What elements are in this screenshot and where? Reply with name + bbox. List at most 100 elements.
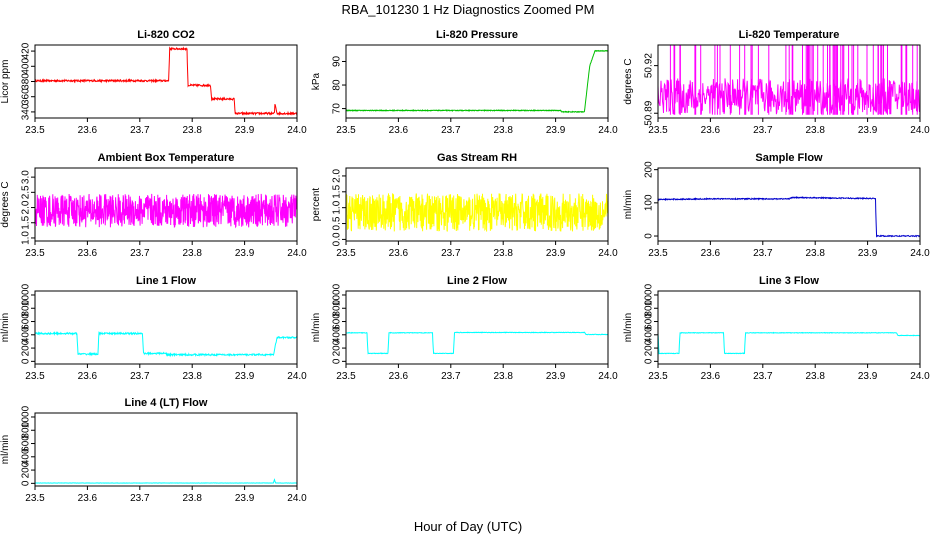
line-4-lt-flow-xtick-label: 23.6 (78, 493, 98, 504)
line-2-flow-frame (345, 290, 609, 365)
line-1-flow-ylabel: ml/min (0, 313, 11, 342)
li-820-pressure-series-line (346, 49, 608, 114)
line-2-flow-ytick-label: 600 (332, 313, 343, 330)
line-4-lt-flow-frame (34, 412, 298, 487)
li-820-temperature-series-line (658, 45, 920, 116)
li-820-pressure-xtick-label: 24.0 (598, 125, 618, 136)
gas-stream-rh-xtick-label: 23.6 (389, 248, 409, 259)
sample-flow-ylabel: ml/min (623, 190, 634, 219)
line-4-lt-flow-series-line (35, 478, 297, 484)
line-2-flow-ylabel: ml/min (311, 313, 322, 342)
sample-flow-xtick-label: 23.6 (701, 248, 721, 259)
li-820-co2-ytick-label: 340 (21, 103, 32, 120)
line-1-flow-xtick-label: 24.0 (287, 371, 307, 382)
line-4-lt-flow-xtick-label: 23.8 (182, 493, 202, 504)
ambient-box-temperature-xtick-label: 23.5 (25, 248, 45, 259)
line-2-flow-xtick-label: 23.5 (336, 371, 356, 382)
ambient-box-temperature-ytick-label: 1.5 (21, 215, 32, 229)
gas-stream-rh-series-line (346, 193, 608, 232)
li-820-pressure-ytick-label: 80 (332, 79, 343, 91)
li-820-temperature-xtick-label: 23.9 (858, 125, 878, 136)
line-3-flow-ytick-label: 400 (644, 326, 655, 343)
line-4-lt-flow-xtick-label: 23.9 (235, 493, 255, 504)
line-3-flow-ytick-label: 600 (644, 313, 655, 330)
sample-flow-xtick-label: 23.9 (858, 248, 878, 259)
ambient-box-temperature-xtick-label: 23.9 (235, 248, 255, 259)
li-820-co2-series-line (35, 46, 297, 117)
panel-li-820-pressure: Li-820 Pressure kPa 23.5 23.6 23.7 23.8 23.9 24… (311, 29, 618, 136)
line-2-flow-ytick-label: 200 (332, 339, 343, 356)
line-4-lt-flow-xtick-label: 24.0 (287, 493, 307, 504)
line-2-flow-xtick-label: 23.8 (493, 371, 513, 382)
line-2-flow-xtick-label: 23.7 (441, 371, 461, 382)
line-3-flow-xtick-label: 24.0 (910, 371, 930, 382)
gas-stream-rh-ytick-label: 0.5 (332, 216, 343, 230)
line-1-flow-ytick-label: 200 (21, 339, 32, 356)
line-2-flow-ytick-label: 400 (332, 326, 343, 343)
li-820-temperature-xtick-label: 23.7 (753, 125, 773, 136)
li-820-pressure-xtick-label: 23.8 (493, 125, 513, 136)
line-4-lt-flow-ytick-label: 1000 (21, 405, 32, 428)
panel-gas-stream-rh: Gas Stream RH percent 23.5 23.6 23.7 23.8 23.9… (311, 152, 618, 259)
li-820-pressure-ytick-label: 90 (332, 55, 343, 67)
line-1-flow-title: Line 1 Flow (136, 275, 196, 287)
panel-sample-flow: Sample Flow ml/min 23.5 23.6 23.7 23.8 23.9 24.… (623, 152, 930, 259)
li-820-pressure-title: Li-820 Pressure (436, 29, 518, 41)
li-820-pressure-xtick-label: 23.7 (441, 125, 461, 136)
sample-flow-frame (657, 167, 921, 242)
panel-line-2-flow: Line 2 Flow ml/min 23.5 23.6 23.7 23.8 23.9 24.… (311, 275, 618, 382)
sample-flow-xtick-label: 23.7 (753, 248, 773, 259)
gas-stream-rh-ytick-label: 1.5 (332, 184, 343, 198)
li-820-co2-ytick-label: 400 (21, 58, 32, 75)
li-820-co2-xtick-label: 23.8 (182, 125, 202, 136)
x-axis-label: Hour of Day (UTC) (414, 519, 522, 534)
gas-stream-rh-xtick-label: 24.0 (598, 248, 618, 259)
panel-line-4-lt-flow: Line 4 (LT) Flow ml/min 23.5 23.6 23.7 23.8 23… (0, 397, 307, 504)
li-820-pressure-xtick-label: 23.6 (389, 125, 409, 136)
gas-stream-rh-xtick-label: 23.8 (493, 248, 513, 259)
sample-flow-ytick-label: 200 (644, 161, 655, 178)
li-820-co2-xtick-label: 23.7 (130, 125, 150, 136)
line-1-flow-xtick-label: 23.6 (78, 371, 98, 382)
li-820-co2-xtick-label: 23.5 (25, 125, 45, 136)
line-2-flow-xtick-label: 23.6 (389, 371, 409, 382)
ambient-box-temperature-frame (34, 167, 298, 242)
line-1-flow-ytick-label: 600 (21, 313, 32, 330)
ambient-box-temperature-ytick-label: 2.5 (21, 185, 32, 199)
sample-flow-ytick-label: 0 (644, 233, 655, 239)
li-820-temperature-frame (657, 44, 921, 119)
line-4-lt-flow-ylabel: ml/min (0, 435, 11, 464)
line-1-flow-ytick-label: 1000 (21, 283, 32, 306)
sample-flow-xtick-label: 23.5 (648, 248, 668, 259)
line-3-flow-ytick-label: 800 (644, 299, 655, 316)
panel-ambient-box-temperature: Ambient Box Temperature degrees C 23.5 23.6… (0, 152, 307, 259)
line-1-flow-ytick-label: 400 (21, 326, 32, 343)
gas-stream-rh-ytick-label: 2.0 (332, 169, 343, 183)
ambient-box-temperature-xtick-label: 24.0 (287, 248, 307, 259)
line-4-lt-flow-ytick-label: 600 (21, 435, 32, 452)
li-820-temperature-xtick-label: 24.0 (910, 125, 930, 136)
panel-line-1-flow: Line 1 Flow ml/min 23.5 23.6 23.7 23.8 23.9 24.… (0, 275, 307, 382)
li-820-pressure-xtick-label: 23.9 (546, 125, 566, 136)
ambient-box-temperature-ytick-label: 2.0 (21, 200, 32, 214)
li-820-temperature-xtick-label: 23.8 (805, 125, 825, 136)
sample-flow-xtick-label: 23.8 (805, 248, 825, 259)
line-3-flow-series-line (658, 331, 920, 355)
line-1-flow-xtick-label: 23.7 (130, 371, 150, 382)
li-820-temperature-ytick-label: 50.92 (644, 53, 655, 78)
line-1-flow-xtick-label: 23.5 (25, 371, 45, 382)
line-3-flow-xtick-label: 23.9 (858, 371, 878, 382)
li-820-co2-ylabel: Licor ppm (0, 60, 11, 104)
li-820-co2-ytick-label: 420 (21, 42, 32, 59)
line-2-flow-title: Line 2 Flow (447, 275, 507, 287)
panel-line-3-flow: Line 3 Flow ml/min 23.5 23.6 23.7 23.8 23.9 24.… (623, 275, 930, 382)
line-4-lt-flow-ytick-label: 0 (21, 480, 32, 486)
line-3-flow-ytick-label: 1000 (644, 283, 655, 306)
ambient-box-temperature-ytick-label: 1.0 (21, 231, 32, 245)
line-4-lt-flow-xtick-label: 23.5 (25, 493, 45, 504)
line-3-flow-ytick-label: 0 (644, 358, 655, 364)
li-820-co2-xtick-label: 23.6 (78, 125, 98, 136)
li-820-pressure-frame (345, 44, 609, 119)
li-820-pressure-ylabel: kPa (311, 72, 322, 90)
